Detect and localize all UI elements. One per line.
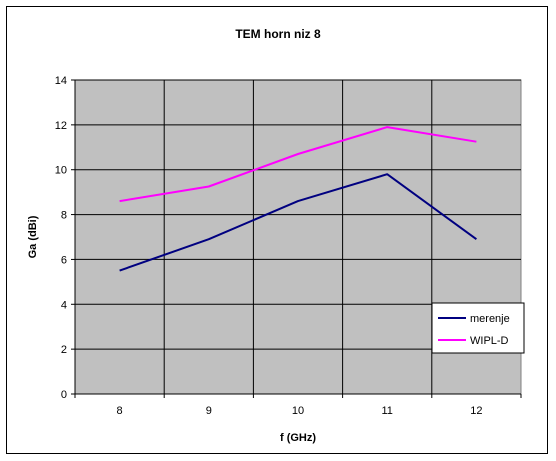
y-tick-label: 12 xyxy=(55,120,67,132)
legend-entry: WIPL-D xyxy=(470,335,509,347)
legend-entry: merenje xyxy=(470,313,510,325)
axes xyxy=(71,79,522,398)
gridlines xyxy=(75,79,521,394)
series-line-merenje xyxy=(119,173,477,272)
y-tick-label: 2 xyxy=(61,344,67,356)
y-tick-labels: 0 2 4 6 8 10 12 14 xyxy=(55,75,67,401)
series-lines xyxy=(119,126,477,272)
x-tick-label: 11 xyxy=(381,405,392,417)
y-tick-label: 0 xyxy=(61,389,67,401)
y-tick-label: 4 xyxy=(61,299,67,311)
x-tick-label: 10 xyxy=(292,405,304,417)
y-tick-label: 8 xyxy=(61,210,67,222)
x-tick-label: 8 xyxy=(117,405,123,417)
y-tick-label: 14 xyxy=(55,75,67,87)
legend: merenje WIPL-D xyxy=(431,302,525,354)
x-tick-label: 9 xyxy=(206,405,212,417)
series-line-wipl-d xyxy=(119,126,477,203)
x-tick-labels: 8 9 10 11 12 xyxy=(117,405,483,417)
x-tick-label: 12 xyxy=(470,405,482,417)
chart-title: TEM horn niz 8 xyxy=(235,27,321,41)
y-tick-label: 10 xyxy=(55,165,67,177)
x-axis-label: f (GHz) xyxy=(280,432,316,444)
y-tick-label: 6 xyxy=(61,254,67,266)
y-axis-label: Ga (dBi) xyxy=(27,215,39,258)
legend-box xyxy=(431,302,525,354)
